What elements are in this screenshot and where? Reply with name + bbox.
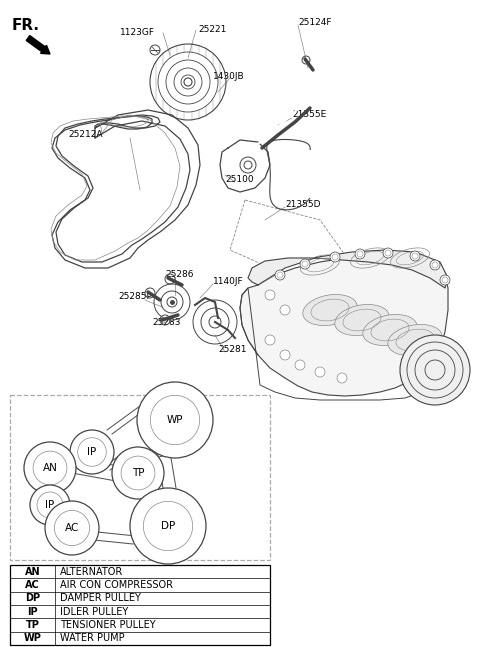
Text: DAMPER PULLEY: DAMPER PULLEY: [60, 593, 141, 604]
Ellipse shape: [388, 325, 442, 355]
Polygon shape: [240, 254, 448, 396]
Text: TP: TP: [132, 468, 144, 478]
Circle shape: [330, 252, 340, 262]
Text: AIR CON COMPRESSOR: AIR CON COMPRESSOR: [60, 580, 173, 590]
Text: IP: IP: [46, 500, 55, 510]
Circle shape: [337, 373, 347, 383]
Text: IP: IP: [27, 607, 38, 617]
Text: 25100: 25100: [225, 175, 253, 184]
Circle shape: [130, 488, 206, 564]
Text: 25285P: 25285P: [118, 292, 152, 301]
Text: AC: AC: [25, 580, 40, 590]
Circle shape: [295, 360, 305, 370]
Circle shape: [70, 430, 114, 474]
Text: IDLER PULLEY: IDLER PULLEY: [60, 607, 128, 617]
Text: IP: IP: [87, 447, 96, 457]
Circle shape: [30, 485, 70, 525]
Circle shape: [112, 447, 164, 499]
Circle shape: [280, 350, 290, 360]
Ellipse shape: [335, 305, 389, 336]
Ellipse shape: [363, 314, 417, 345]
Text: WATER PUMP: WATER PUMP: [60, 633, 125, 643]
Text: 1430JB: 1430JB: [213, 72, 245, 81]
FancyArrow shape: [26, 36, 50, 54]
Circle shape: [315, 367, 325, 377]
Text: TENSIONER PULLEY: TENSIONER PULLEY: [60, 620, 156, 630]
Circle shape: [400, 335, 470, 405]
Text: FR.: FR.: [12, 18, 40, 33]
Bar: [10, 565, 270, 645]
Circle shape: [24, 442, 76, 494]
Text: 21355E: 21355E: [292, 110, 326, 119]
Circle shape: [265, 335, 275, 345]
Circle shape: [45, 501, 99, 555]
Text: 25286: 25286: [165, 270, 193, 279]
Circle shape: [355, 249, 365, 259]
Circle shape: [184, 78, 192, 86]
Text: AN: AN: [24, 567, 40, 576]
Circle shape: [300, 259, 310, 269]
Text: WP: WP: [167, 415, 183, 425]
Circle shape: [265, 290, 275, 300]
Text: 25221: 25221: [198, 25, 227, 34]
Text: DP: DP: [25, 593, 40, 604]
Circle shape: [410, 251, 420, 261]
Polygon shape: [248, 250, 448, 288]
Text: 25124F: 25124F: [298, 18, 332, 27]
Text: 21355D: 21355D: [285, 200, 321, 209]
Circle shape: [383, 248, 393, 258]
Text: WP: WP: [24, 633, 41, 643]
Circle shape: [440, 275, 450, 285]
Text: 25283: 25283: [152, 318, 180, 327]
Text: DP: DP: [161, 521, 175, 531]
Text: 25281: 25281: [218, 345, 247, 354]
Circle shape: [137, 382, 213, 458]
Circle shape: [430, 260, 440, 270]
Ellipse shape: [303, 294, 357, 325]
Text: ALTERNATOR: ALTERNATOR: [60, 567, 123, 576]
Text: TP: TP: [25, 620, 39, 630]
Bar: [10, 395, 270, 560]
Text: AC: AC: [65, 523, 79, 533]
Text: AN: AN: [43, 463, 58, 473]
Circle shape: [280, 305, 290, 315]
Text: 1140JF: 1140JF: [213, 277, 244, 286]
Circle shape: [275, 270, 285, 280]
Text: 25212A: 25212A: [68, 130, 103, 139]
Text: 1123GF: 1123GF: [120, 28, 155, 37]
